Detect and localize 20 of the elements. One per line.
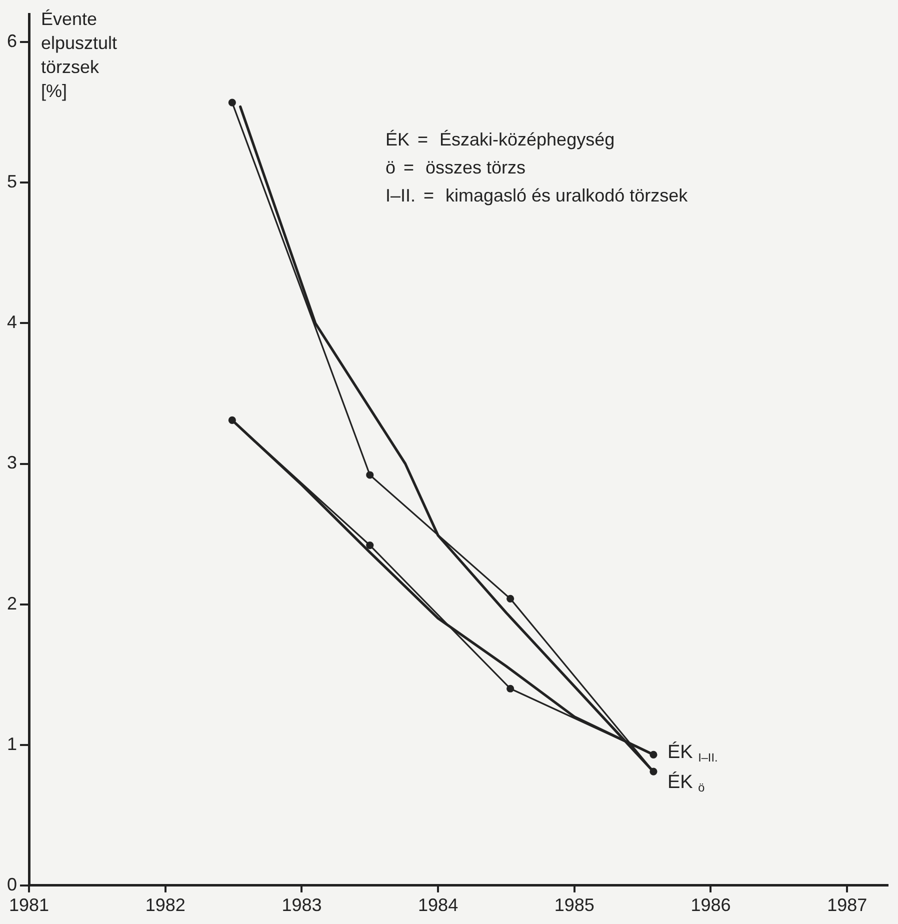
y-tick-label: 1: [6, 734, 18, 754]
y-tick-label: 5: [6, 172, 18, 192]
x-tick-label: 1982: [145, 895, 186, 916]
y-axis-title: Évente elpusztult törzsek [%]: [41, 8, 118, 101]
y-tick-label: 6: [6, 31, 18, 52]
y-tick-label: 3: [6, 452, 18, 473]
y-tick-label: 4: [6, 312, 18, 332]
x-tick-label: 1987: [827, 895, 868, 916]
annotation: ÉK = Északi-középhegység: [385, 129, 615, 150]
series-label: ÉK I–II.: [667, 740, 718, 765]
y-tick-label: 2: [6, 593, 18, 614]
x-tick-label: 1983: [282, 895, 322, 916]
annotation: ö = összes törzs: [385, 157, 526, 178]
x-tick-label: 1986: [690, 895, 731, 916]
annotation: I–II. = kimagasló és uralkodó törzsek: [385, 185, 689, 206]
x-tick-label: 1981: [8, 895, 50, 916]
x-tick-label: 1985: [554, 895, 594, 916]
y-tick-label: 0: [6, 874, 18, 894]
x-tick-label: 1984: [418, 895, 458, 916]
series-label: ÉK ö: [667, 770, 706, 795]
